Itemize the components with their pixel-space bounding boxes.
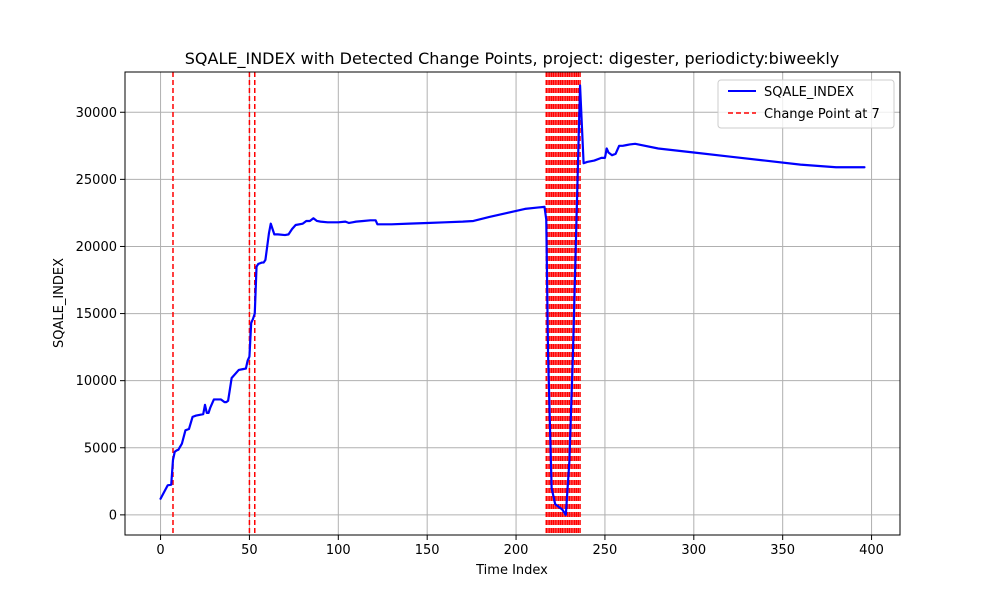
y-tick-label: 20000: [76, 240, 117, 255]
series-layer: [159, 84, 866, 516]
x-tick-label: 350: [770, 543, 795, 558]
y-tick-label: 30000: [76, 106, 117, 121]
y-tick-label: 10000: [76, 374, 117, 389]
chart-title: SQALE_INDEX with Detected Change Points,…: [185, 49, 839, 69]
legend-label-series: SQALE_INDEX: [764, 85, 854, 100]
grid-lines: [125, 72, 900, 535]
y-axis-label: SQALE_INDEX: [52, 258, 67, 348]
y-tick-label: 25000: [76, 173, 117, 188]
axis-ticks: 0 50 100 150 200 250 300 350 400 0 5000 10000 15000 2…: [76, 106, 884, 558]
x-tick-label: 150: [415, 543, 440, 558]
x-axis-label: Time Index: [475, 563, 548, 578]
plot-frame: [124, 71, 901, 536]
x-tick-label: 50: [241, 543, 258, 558]
y-tick-label: 5000: [84, 441, 117, 456]
x-tick-label: 250: [593, 543, 618, 558]
x-tick-label: 200: [504, 543, 529, 558]
legend: SQALE_INDEX Change Point at 7: [717, 79, 895, 129]
legend-label-change-point: Change Point at 7: [764, 107, 880, 122]
y-tick-label: 15000: [76, 307, 117, 322]
change-point-lines: [172, 72, 581, 535]
x-tick-label: 400: [859, 543, 884, 558]
legend-box: [717, 79, 895, 129]
x-tick-label: 100: [326, 543, 351, 558]
series-line-sqale-index: [159, 84, 866, 516]
x-tick-label: 300: [681, 543, 706, 558]
y-tick-label: 0: [109, 508, 117, 523]
x-tick-label: 0: [156, 543, 164, 558]
